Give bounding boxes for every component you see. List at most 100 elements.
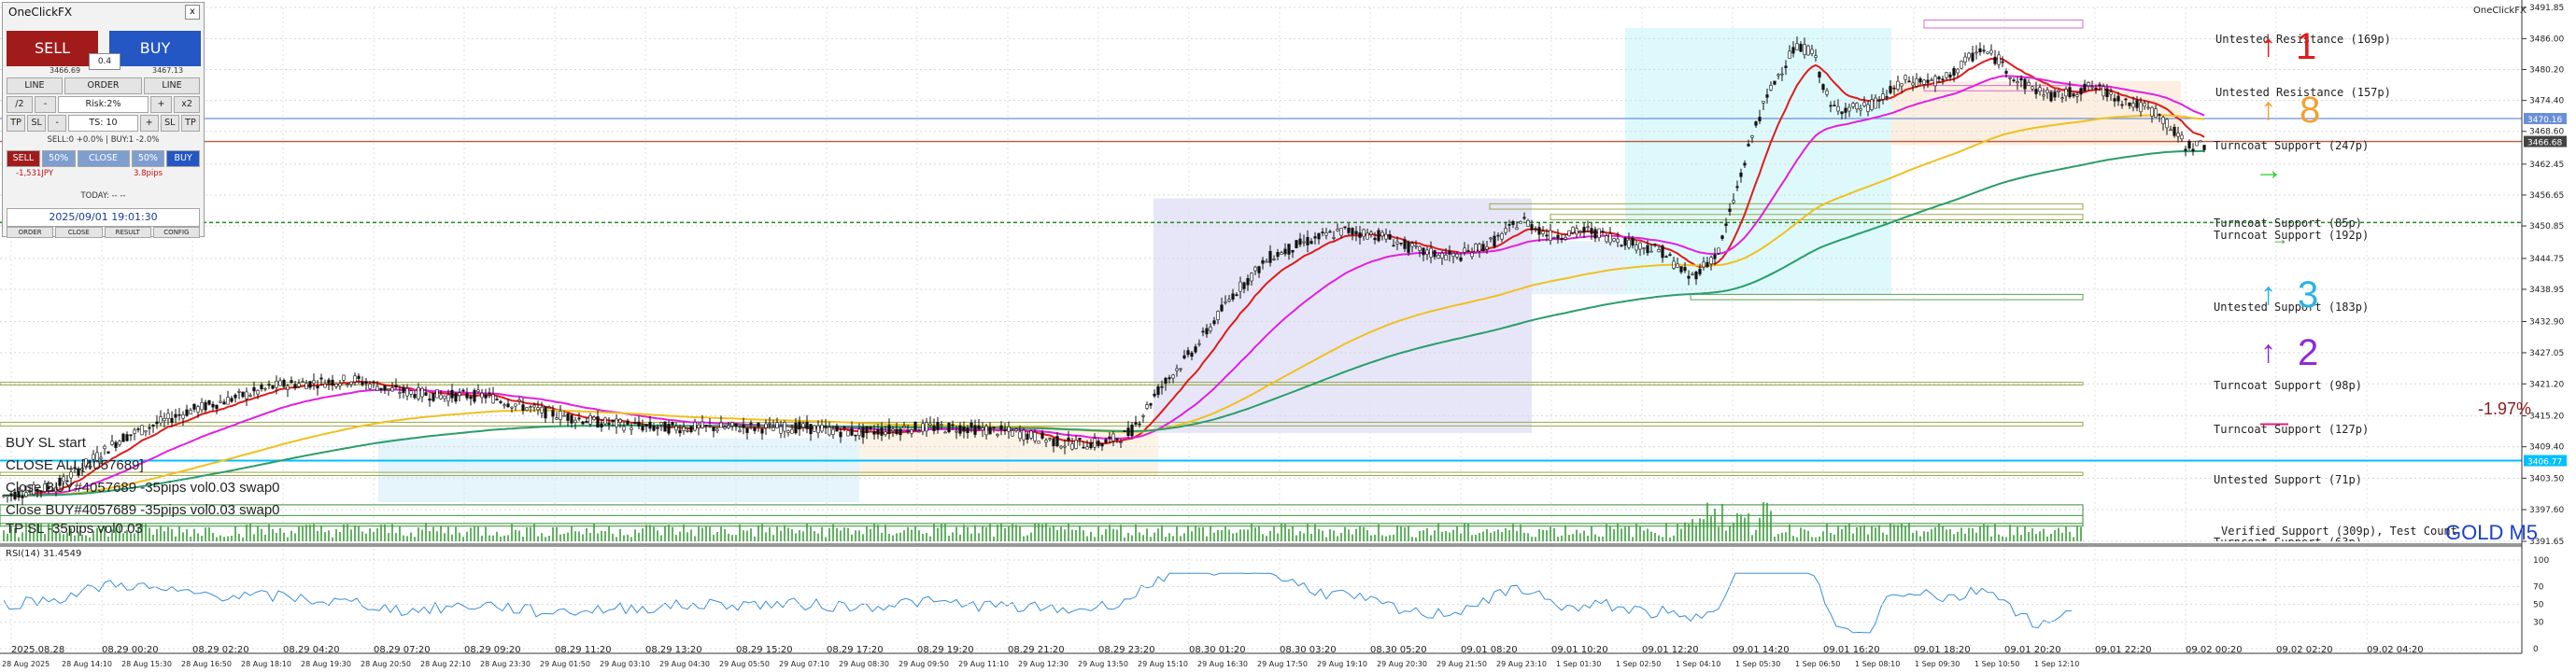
candle-body	[1933, 76, 1937, 87]
tab-close[interactable]: CLOSE	[55, 227, 103, 238]
candle-body	[129, 434, 133, 437]
half-close-button[interactable]: 50%	[131, 150, 165, 167]
candle-body	[1623, 237, 1627, 246]
time-tick-label: 2025.08.28	[11, 645, 64, 655]
candle-body	[603, 417, 607, 425]
candle-body	[917, 430, 921, 433]
plus-button[interactable]: +	[139, 115, 159, 132]
candle-body	[1481, 244, 1485, 251]
candle-body	[1324, 232, 1328, 236]
candle-body	[252, 386, 256, 392]
candle-body	[1425, 249, 1429, 255]
close-all-button[interactable]: CLOSE	[77, 150, 130, 167]
candle-body	[1851, 103, 1855, 107]
candle-body	[181, 413, 185, 419]
candle-body	[2116, 95, 2120, 102]
sell-close-button[interactable]: SELL	[7, 150, 40, 167]
candle-body	[375, 385, 379, 391]
candle-body	[1459, 257, 1463, 261]
candle-body	[1728, 208, 1732, 212]
candle-body	[727, 425, 730, 428]
candle-body	[1448, 250, 1451, 255]
sr-label: Turncoat Support (127p)	[2214, 423, 2370, 436]
candle-body	[1485, 246, 1489, 250]
price-tick-label: 3438.95	[2529, 286, 2564, 295]
candle-body	[816, 425, 820, 434]
candle-body	[547, 407, 551, 409]
candle-body	[1351, 228, 1354, 235]
candle-body	[1739, 173, 1743, 177]
candle-body	[1168, 377, 1171, 380]
candle-body	[615, 418, 618, 427]
candle-body	[1519, 221, 1522, 224]
half-close-button[interactable]: 50%	[41, 150, 76, 167]
risk-field[interactable]: Risk:2%	[58, 96, 149, 113]
candle-body	[1885, 96, 1889, 98]
buy-button[interactable]: BUY	[109, 31, 201, 66]
candle-body	[189, 410, 192, 414]
candle-body	[1504, 228, 1507, 233]
time-tick-label: 09.01 12:20	[1642, 645, 1699, 655]
rsi-tick-label: 0	[2533, 645, 2539, 654]
price-marker	[2524, 113, 2567, 125]
line-button[interactable]: LINE	[7, 77, 63, 94]
half-lot-button[interactable]: /2	[7, 96, 33, 113]
candle-body	[1616, 238, 1620, 243]
log-line: BUY SL start	[6, 435, 86, 451]
strength-number: 8	[2300, 90, 2321, 131]
candle-body	[1631, 237, 1635, 246]
price-marker	[2524, 135, 2567, 147]
candle-body	[1145, 404, 1149, 409]
buy-close-button[interactable]: BUY	[166, 150, 200, 167]
candle-body	[331, 379, 334, 386]
candle-body	[1134, 422, 1138, 425]
strength-number: 3	[2298, 274, 2319, 315]
candle-body	[424, 392, 428, 396]
tab-result[interactable]: RESULT	[104, 227, 151, 238]
tp-button[interactable]: TP	[7, 115, 26, 132]
sl-button[interactable]: SL	[27, 115, 47, 132]
candle-body	[69, 471, 73, 479]
candle-body	[667, 424, 671, 434]
candle-body	[1564, 236, 1567, 240]
lot-field[interactable]: 0.4	[89, 53, 120, 70]
pct-change: -1.97%	[2478, 399, 2532, 418]
candle-body	[136, 428, 140, 430]
candle-body	[749, 423, 753, 425]
candle-body	[854, 434, 857, 437]
candle-body	[95, 452, 99, 461]
candle-body	[1821, 84, 1825, 91]
candle-body	[2034, 89, 2038, 94]
tp-button[interactable]: TP	[180, 115, 200, 132]
minus-button[interactable]: -	[48, 115, 67, 132]
candle-body	[1276, 252, 1280, 258]
sell-button[interactable]: SELL	[7, 31, 98, 66]
candle-body	[1295, 240, 1298, 248]
double-lot-button[interactable]: x2	[174, 96, 200, 113]
order-button[interactable]: ORDER	[64, 77, 143, 94]
candle-body	[50, 489, 54, 492]
minus-button[interactable]: -	[34, 96, 57, 113]
candle-body	[977, 425, 981, 429]
ts-field[interactable]: TS: 10	[68, 115, 138, 132]
tab-config[interactable]: CONFIG	[152, 227, 200, 238]
line-button[interactable]: LINE	[144, 77, 200, 94]
tab-order[interactable]: ORDER	[7, 227, 54, 238]
candle-body	[2113, 98, 2116, 102]
sr-label: Untested Support (71p)	[2214, 473, 2362, 486]
candle-body	[316, 385, 319, 389]
candle-body	[1141, 415, 1145, 417]
candle-body	[39, 490, 43, 493]
candle-body	[1414, 245, 1418, 247]
time-tick-label: 29 Aug 17:50	[1257, 660, 1308, 668]
candle-body	[417, 387, 420, 399]
time-tick-label: 09.01 18:20	[1914, 645, 1971, 655]
candle-body	[1197, 343, 1201, 345]
sl-button[interactable]: SL	[160, 115, 179, 132]
plus-button[interactable]: +	[149, 96, 173, 113]
candle-body	[1747, 144, 1750, 147]
candle-body	[966, 427, 970, 433]
candle-body	[1646, 245, 1649, 254]
close-icon[interactable]: x	[185, 5, 200, 20]
